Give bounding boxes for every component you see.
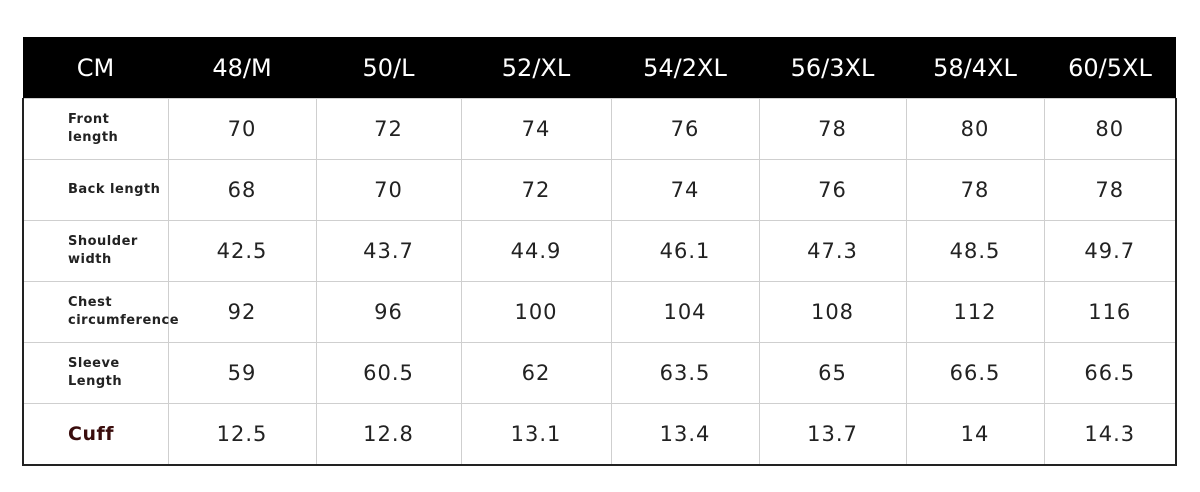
size-value: 92 <box>167 281 317 343</box>
header-cell: 52/XL <box>461 37 611 99</box>
row-label-line: Chest <box>68 295 113 310</box>
row-label-line: Sleeve <box>68 356 120 371</box>
size-table: CM 48/M 50/L 52/XL 54/2XL 56/3XL 58/4XL 60/5XL … <box>22 37 1177 466</box>
size-value: 112 <box>905 281 1045 343</box>
row-label-line: Back length <box>68 182 161 197</box>
size-value: 12.8 <box>315 403 462 466</box>
size-value: 70 <box>167 98 317 160</box>
header-cell: 50/L <box>316 37 461 99</box>
table-row: Back length 68 70 72 74 76 78 78 <box>22 159 1177 221</box>
header-cell: 56/3XL <box>759 37 906 99</box>
size-value: 66.5 <box>1043 342 1177 404</box>
size-value: 13.1 <box>460 403 612 466</box>
size-value: 78 <box>758 98 907 160</box>
row-label-line: Length <box>68 374 123 389</box>
size-value: 78 <box>905 159 1045 221</box>
size-value: 43.7 <box>315 220 462 282</box>
header-cell: 54/2XL <box>611 37 759 99</box>
header-cell: 60/5XL <box>1044 37 1176 99</box>
size-value: 108 <box>758 281 907 343</box>
size-value: 65 <box>758 342 907 404</box>
size-value: 42.5 <box>167 220 317 282</box>
table-row: Shoulder width 42.5 43.7 44.9 46.1 47.3 48.5 49.… <box>22 220 1177 282</box>
header-cell: 48/M <box>168 37 316 99</box>
size-value: 80 <box>905 98 1045 160</box>
row-label: Cuff <box>22 403 169 466</box>
size-value: 100 <box>460 281 612 343</box>
row-label-line: Front <box>68 112 110 127</box>
size-value: 13.7 <box>758 403 907 466</box>
row-label-line: Cuff <box>68 423 115 445</box>
table-body: Front length 70 72 74 76 78 80 80 Back length 68 70… <box>22 98 1177 466</box>
size-value: 12.5 <box>167 403 317 466</box>
size-value: 104 <box>610 281 760 343</box>
row-label: Back length <box>22 159 169 221</box>
row-label-line: circumference <box>68 313 180 328</box>
row-label: Chest circumference <box>22 281 180 343</box>
header-row: CM 48/M 50/L 52/XL 54/2XL 56/3XL 58/4XL 60/5XL <box>23 37 1176 99</box>
size-value: 76 <box>610 98 760 160</box>
row-label: Sleeve Length <box>22 342 169 404</box>
row-label-line: length <box>68 130 119 145</box>
size-value: 48.5 <box>905 220 1045 282</box>
size-value: 76 <box>758 159 907 221</box>
row-label: Front length <box>22 98 169 160</box>
size-value: 80 <box>1043 98 1177 160</box>
size-value: 44.9 <box>460 220 612 282</box>
size-value: 14.3 <box>1043 403 1177 466</box>
size-value: 46.1 <box>610 220 760 282</box>
size-value: 62 <box>460 342 612 404</box>
size-value: 47.3 <box>758 220 907 282</box>
header-cell: CM <box>23 37 168 99</box>
size-value: 74 <box>460 98 612 160</box>
size-value: 63.5 <box>610 342 760 404</box>
size-value: 96 <box>315 281 462 343</box>
header-cell: 58/4XL <box>906 37 1044 99</box>
size-value: 59 <box>167 342 317 404</box>
size-value: 72 <box>315 98 462 160</box>
table-row: Front length 70 72 74 76 78 80 80 <box>22 98 1177 160</box>
row-label-line: Shoulder <box>68 234 138 249</box>
size-value: 66.5 <box>905 342 1045 404</box>
table-row: Chest circumference 92 96 100 104 108 112 116 <box>22 281 1177 343</box>
size-value: 60.5 <box>315 342 462 404</box>
table-row: Sleeve Length 59 60.5 62 63.5 65 66.5 66.5 <box>22 342 1177 404</box>
size-value: 72 <box>460 159 612 221</box>
row-label-line: width <box>68 252 112 267</box>
size-value: 13.4 <box>610 403 760 466</box>
size-value: 70 <box>315 159 462 221</box>
size-value: 49.7 <box>1043 220 1177 282</box>
size-value: 74 <box>610 159 760 221</box>
size-value: 68 <box>167 159 317 221</box>
row-label: Shoulder width <box>22 220 169 282</box>
size-value: 14 <box>905 403 1045 466</box>
table-row: Cuff 12.5 12.8 13.1 13.4 13.7 14 14.3 <box>22 403 1177 466</box>
size-value: 116 <box>1043 281 1177 343</box>
size-value: 78 <box>1043 159 1177 221</box>
